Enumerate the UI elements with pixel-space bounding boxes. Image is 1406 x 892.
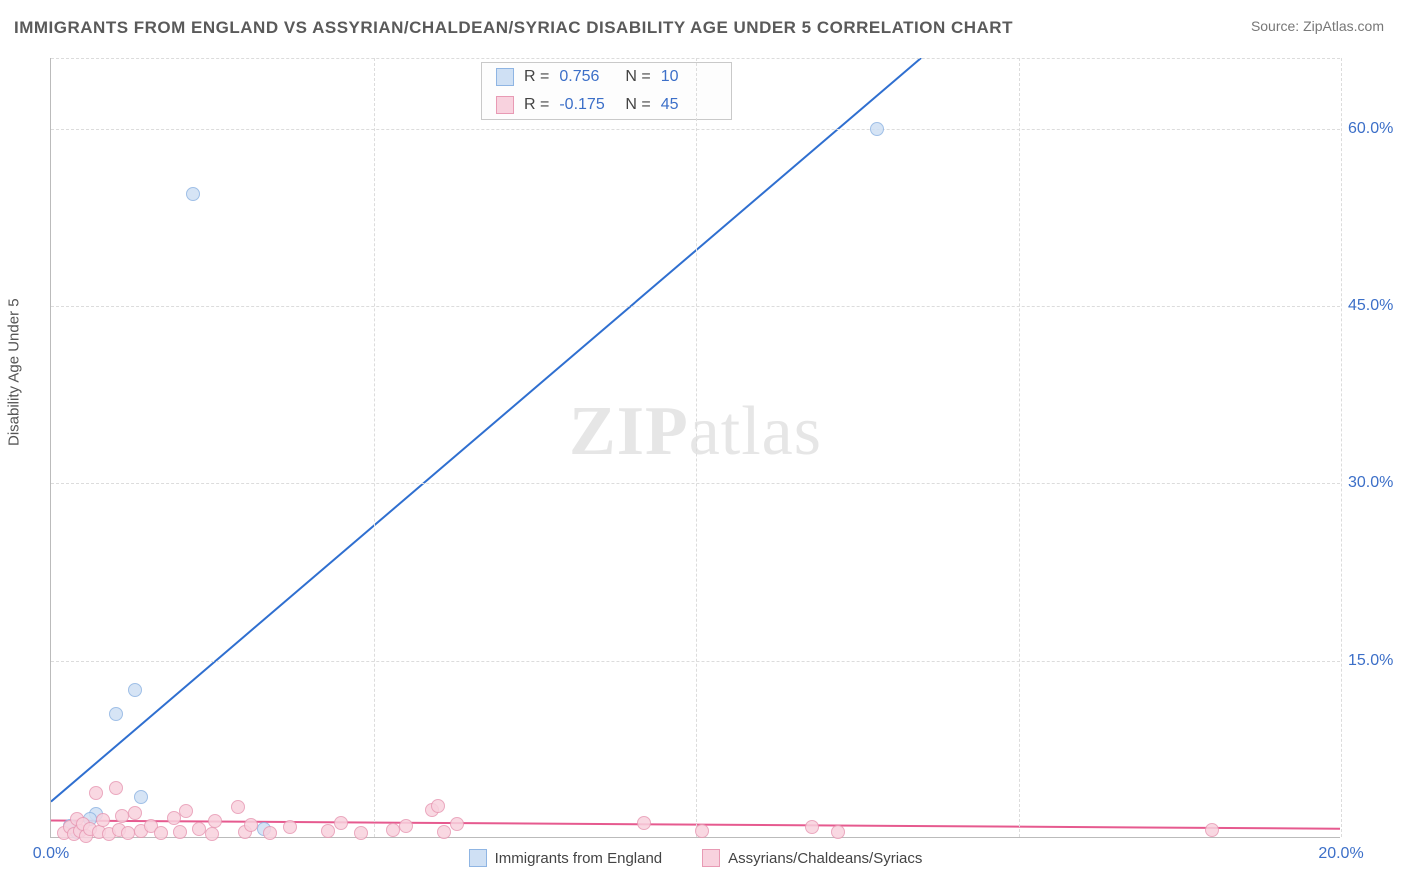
gridline-vertical <box>374 58 375 837</box>
source-attribution: Source: ZipAtlas.com <box>1251 18 1384 34</box>
data-point <box>134 790 148 804</box>
scatter-plot-area: ZIPatlas R =0.756N =10R =-0.175N =45 Imm… <box>50 58 1340 838</box>
data-point <box>179 804 193 818</box>
data-point <box>173 825 187 839</box>
data-point <box>450 817 464 831</box>
data-point <box>192 822 206 836</box>
stats-row: R = 0.756 N = 10 <box>482 63 731 91</box>
y-tick-label: 15.0% <box>1348 652 1406 670</box>
data-point <box>386 823 400 837</box>
y-tick-label: 60.0% <box>1348 120 1406 138</box>
data-point <box>109 781 123 795</box>
legend-item: Assyrians/Chaldeans/Syriacs <box>702 849 922 867</box>
data-point <box>121 826 135 840</box>
y-axis-label: Disability Age Under 5 <box>6 298 23 446</box>
data-point <box>109 707 123 721</box>
gridline-vertical <box>1019 58 1020 837</box>
legend-swatch <box>496 96 514 114</box>
data-point <box>283 820 297 834</box>
gridline-vertical <box>1341 58 1342 837</box>
data-point <box>354 826 368 840</box>
data-point <box>186 187 200 201</box>
legend-label: Immigrants from England <box>495 850 663 867</box>
stats-n-value: 45 <box>661 96 717 114</box>
gridline-vertical <box>696 58 697 837</box>
data-point <box>637 816 651 830</box>
data-point <box>208 814 222 828</box>
data-point <box>1205 823 1219 837</box>
data-point <box>870 122 884 136</box>
data-point <box>128 683 142 697</box>
x-tick-label: 20.0% <box>1318 845 1363 863</box>
legend-swatch <box>496 68 514 86</box>
stats-n-label: N = <box>625 96 650 114</box>
data-point <box>154 826 168 840</box>
y-tick-label: 30.0% <box>1348 474 1406 492</box>
data-point <box>231 800 245 814</box>
legend-item: Immigrants from England <box>469 849 663 867</box>
stats-n-label: N = <box>625 68 650 86</box>
data-point <box>321 824 335 838</box>
data-point <box>831 825 845 839</box>
legend-bottom: Immigrants from England Assyrians/Chaldea… <box>51 849 1340 867</box>
y-tick-label: 45.0% <box>1348 297 1406 315</box>
watermark-bold: ZIP <box>569 393 689 470</box>
data-point <box>89 786 103 800</box>
data-point <box>167 811 181 825</box>
data-point <box>805 820 819 834</box>
data-point <box>437 825 451 839</box>
data-point <box>263 826 277 840</box>
correlation-stats-box: R = 0.756 N = 10 R = -0.175 N = 45 <box>481 62 732 120</box>
stats-n-value: 10 <box>661 68 717 86</box>
data-point <box>695 824 709 838</box>
stats-row: R = -0.175 N = 45 <box>482 91 731 119</box>
stats-r-label: R = <box>524 68 549 86</box>
watermark-light: atlas <box>689 393 822 470</box>
data-point <box>244 818 258 832</box>
data-point <box>334 816 348 830</box>
data-point <box>115 809 129 823</box>
data-point <box>205 827 219 841</box>
legend-swatch <box>702 849 720 867</box>
stats-r-label: R = <box>524 96 549 114</box>
data-point <box>431 799 445 813</box>
legend-swatch <box>469 849 487 867</box>
legend-label: Assyrians/Chaldeans/Syriacs <box>728 850 922 867</box>
data-point <box>399 819 413 833</box>
data-point <box>128 806 142 820</box>
stats-r-value: -0.175 <box>559 96 615 114</box>
chart-title: IMMIGRANTS FROM ENGLAND VS ASSYRIAN/CHAL… <box>14 18 1013 38</box>
x-tick-label: 0.0% <box>33 845 69 863</box>
trend-line <box>51 58 921 802</box>
data-point <box>96 813 110 827</box>
stats-r-value: 0.756 <box>559 68 615 86</box>
